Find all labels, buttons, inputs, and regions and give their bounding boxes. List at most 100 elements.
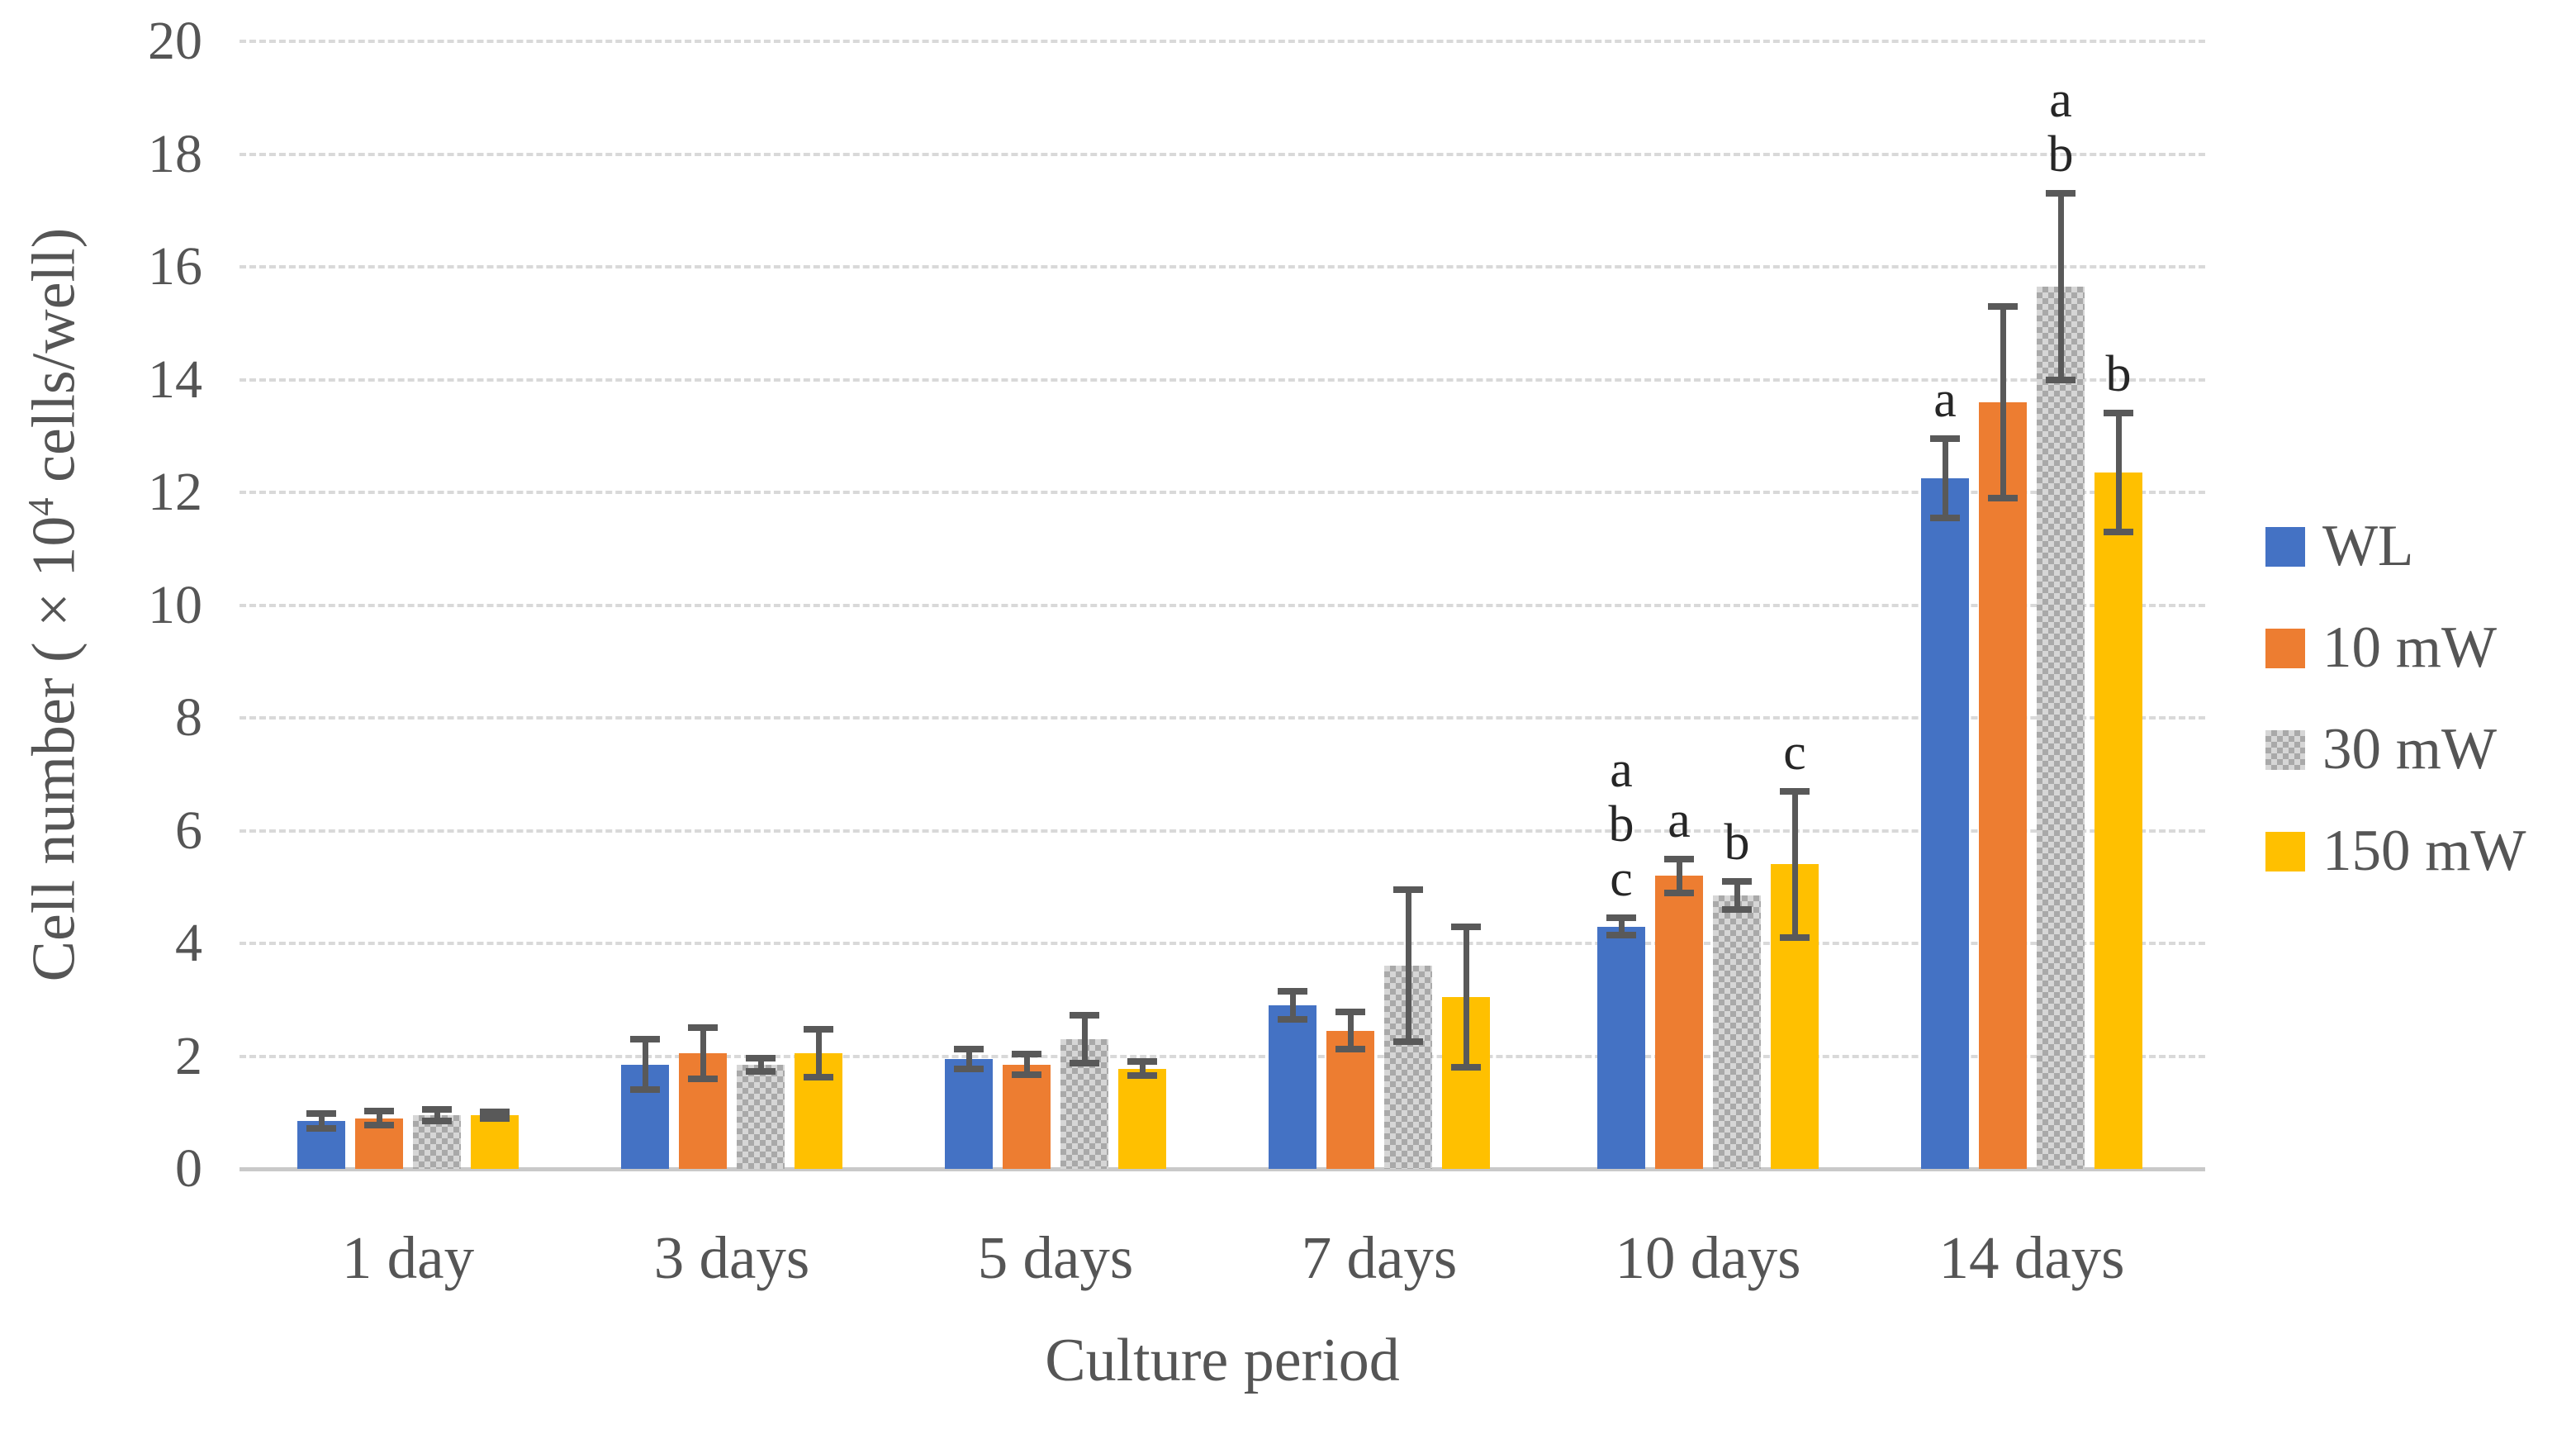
bar-WL-14days [1921, 477, 1969, 1169]
bar-150mW-14days [2094, 473, 2142, 1169]
significance-letter: c [1783, 724, 1806, 781]
gridline [240, 942, 2205, 945]
error-bar-whisker [491, 1112, 498, 1119]
bar-WL-10days [1597, 926, 1645, 1169]
y-tick-label: 20 [148, 11, 202, 71]
error-bar-whisker [1734, 881, 1740, 910]
gridline [240, 378, 2205, 382]
error-bar-cap-top [1988, 302, 2018, 310]
error-bar-whisker [965, 1049, 972, 1069]
error-bar-whisker [1405, 890, 1411, 1042]
gridline [240, 1054, 2205, 1058]
significance-letter: a [1668, 791, 1691, 848]
y-tick-label: 16 [148, 236, 202, 297]
bar-30mW-10days [1713, 895, 1761, 1169]
y-tick-label: 14 [148, 349, 202, 410]
error-bar-cap-top [1722, 877, 1752, 885]
x-category-label: 5 days [977, 1224, 1134, 1291]
error-bar-cap-top [630, 1036, 660, 1043]
bar-150mW-5days [1118, 1068, 1166, 1169]
significance-letter: a [1933, 372, 1957, 429]
error-bar-cap-top [1070, 1011, 1099, 1019]
significance-letter: b [2047, 126, 2074, 183]
error-bar-cap-top [954, 1046, 984, 1053]
significance-letters: b [2069, 347, 2168, 401]
gridline [240, 40, 2205, 43]
bar-WL-7days [1269, 1005, 1316, 1169]
x-category-label: 14 days [1938, 1224, 2125, 1291]
gridline [240, 491, 2205, 494]
error-bar-cap-bottom [306, 1124, 336, 1132]
error-bar-whisker [1618, 918, 1625, 935]
y-axis-title-suffix: cells/well) [20, 227, 88, 498]
error-bar-whisker [318, 1114, 325, 1128]
error-bar-cap-top [2046, 190, 2076, 197]
y-tick-label: 8 [175, 687, 202, 748]
bar-30mW-14days [2037, 286, 2085, 1169]
x-axis-line [240, 1167, 2205, 1171]
significance-letter: a [1610, 742, 1633, 799]
y-tick-label: 12 [148, 462, 202, 522]
error-bar-whisker [376, 1111, 382, 1125]
error-bar-cap-top [2104, 410, 2133, 417]
y-tick-label: 2 [175, 1025, 202, 1086]
significance-letters: b [1687, 815, 1786, 870]
error-bar-whisker [1791, 791, 1798, 938]
y-tick-label: 18 [148, 123, 202, 184]
error-bar-cap-top [688, 1024, 718, 1032]
bar-150mW-1day [471, 1115, 519, 1169]
x-axis-title: Culture period [1045, 1327, 1400, 1394]
error-bar-whisker [1023, 1054, 1030, 1075]
error-bar-cap-top [306, 1110, 336, 1118]
error-bar-whisker [1289, 991, 1296, 1020]
x-category-label: 3 days [653, 1224, 810, 1291]
error-bar-cap-bottom [2046, 376, 2076, 383]
error-bar-cap-bottom [630, 1086, 660, 1094]
significance-letters: a [1630, 793, 1729, 848]
error-bar-whisker [700, 1028, 706, 1079]
error-bar-cap-bottom [804, 1073, 833, 1080]
error-bar-cap-bottom [1988, 494, 2018, 501]
error-bar-whisker [1463, 926, 1469, 1068]
legend-swatch-WL [2265, 527, 2305, 567]
significance-letter: b [1724, 814, 1750, 871]
error-bar-cap-bottom [1012, 1071, 1041, 1079]
error-bar-cap-bottom [422, 1117, 452, 1124]
error-bar-cap-top [1278, 988, 1307, 995]
error-bar-cap-bottom [954, 1065, 984, 1072]
error-bar-cap-bottom [1127, 1072, 1157, 1080]
significance-letters: a [1895, 373, 1995, 427]
error-bar-cap-top [804, 1026, 833, 1033]
significance-letter: a [2049, 72, 2072, 129]
significance-letter: b [1608, 796, 1634, 853]
significance-letter: c [1610, 851, 1633, 908]
y-tick-label: 4 [175, 913, 202, 973]
error-bar-whisker [2057, 193, 2064, 380]
error-bar-cap-top [1012, 1051, 1041, 1058]
error-bar-cap-top [1127, 1057, 1157, 1065]
y-axis-title-prefix: Cell number ( × 10 [20, 515, 88, 982]
error-bar-cap-top [1393, 886, 1423, 894]
error-bar-cap-top [1335, 1009, 1365, 1016]
error-bar-whisker [1676, 858, 1682, 893]
error-bar-cap-top [1451, 923, 1481, 930]
error-bar-cap-bottom [1451, 1064, 1481, 1071]
legend-label-150mW: 150 mW [2322, 819, 2526, 883]
bar-10mW-5days [1003, 1064, 1051, 1169]
error-bar-cap-bottom [364, 1121, 394, 1128]
error-bar-cap-top [364, 1108, 394, 1115]
error-bar-whisker [434, 1109, 440, 1121]
error-bar-whisker [757, 1057, 764, 1071]
error-bar-cap-bottom [1930, 514, 1960, 521]
error-bar-cap-bottom [1393, 1038, 1423, 1046]
bar-10mW-7days [1326, 1030, 1374, 1169]
legend-swatch-150mW [2265, 832, 2305, 871]
x-category-label: 10 days [1615, 1224, 1801, 1291]
error-bar-cap-bottom [1335, 1046, 1365, 1053]
y-tick-label: 6 [175, 800, 202, 861]
y-tick-label: 10 [148, 574, 202, 635]
legend-swatch-10mW [2265, 629, 2305, 668]
error-bar-cap-bottom [480, 1115, 510, 1123]
error-bar-cap-bottom [1664, 889, 1694, 896]
